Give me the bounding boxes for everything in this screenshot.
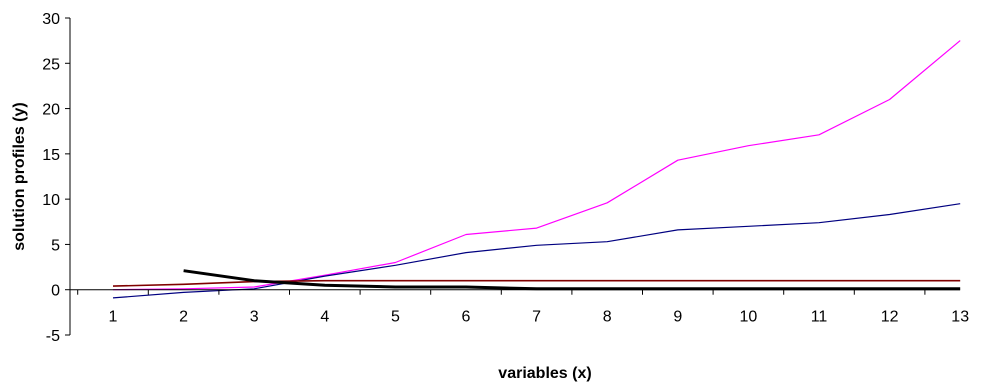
y-tick-label: 5 (51, 237, 60, 254)
x-tick-label: 8 (603, 309, 612, 326)
y-tick-label: 25 (42, 56, 60, 73)
series-line-2 (112, 203, 961, 299)
x-tick-label: 2 (179, 309, 188, 326)
y-tick-label: -5 (46, 328, 60, 345)
x-ticks: 1 2 3 4 5 6 7 8 9 10 11 12 13 (77, 289, 969, 326)
x-tick-label: 4 (320, 309, 329, 326)
series-line-3 (112, 279, 961, 287)
x-tick-label: 5 (391, 309, 400, 326)
y-tick-label: 15 (42, 147, 60, 164)
y-tick-label: 30 (42, 11, 60, 28)
series-line-4 (183, 269, 961, 291)
x-tick-label: 10 (740, 309, 758, 326)
x-tick-label: 1 (109, 309, 118, 326)
x-tick-label: 13 (951, 309, 969, 326)
x-tick-label: 12 (881, 309, 899, 326)
y-tick-label: 0 (51, 283, 60, 300)
x-tick-label: 11 (811, 309, 828, 326)
y-axis-title: solution profiles (y) (11, 102, 28, 250)
y-tick-label: 10 (42, 192, 60, 209)
x-axis-title: variables (x) (498, 365, 591, 382)
x-tick-label: 3 (250, 309, 259, 326)
x-tick-label: 7 (532, 309, 541, 326)
y-ticks: -5 0 5 10 15 20 25 30 (42, 11, 70, 345)
series-line-1 (112, 40, 961, 291)
series-layer (112, 40, 961, 299)
x-tick-label: 9 (673, 309, 682, 326)
x-tick-label: 6 (462, 309, 471, 326)
y-tick-label: 20 (42, 102, 60, 119)
